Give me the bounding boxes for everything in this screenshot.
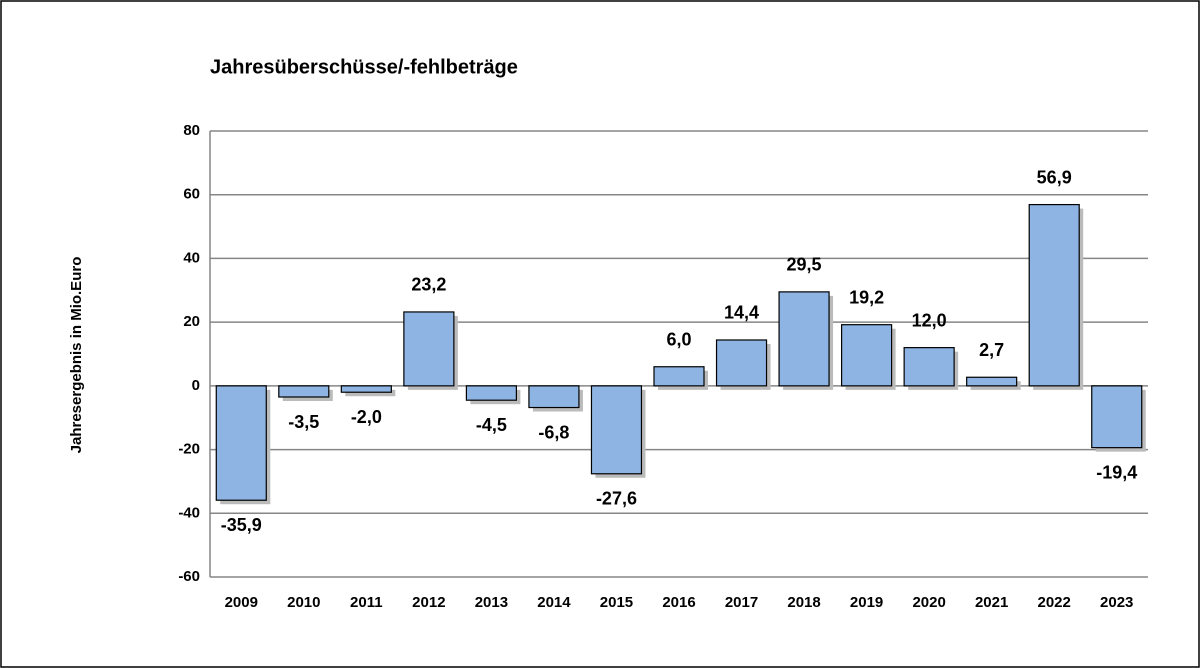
y-tick-label: 60 <box>183 186 200 203</box>
chart-title: Jahresüberschüsse/-fehlbeträge <box>210 56 518 78</box>
y-tick-label: -40 <box>178 504 200 521</box>
bar <box>966 376 1018 387</box>
y-tick-label: -60 <box>178 568 200 585</box>
bar <box>1028 203 1080 387</box>
data-label: 14,4 <box>724 303 759 323</box>
x-tick-label: 2018 <box>787 594 820 611</box>
bar <box>715 339 768 387</box>
x-tick-label: 2010 <box>287 594 320 611</box>
x-tick-label: 2022 <box>1038 594 1071 611</box>
bar <box>590 385 643 475</box>
x-tick-label: 2021 <box>975 594 1008 611</box>
bar <box>903 347 955 387</box>
bar-shadow <box>345 389 396 397</box>
y-axis-title: Jahresergebnis in Mio.Euro <box>68 257 85 454</box>
data-label: 23,2 <box>411 275 446 295</box>
y-tick-label: 40 <box>183 249 200 266</box>
y-tick-label: -20 <box>178 441 200 458</box>
bar <box>340 385 392 393</box>
bar <box>840 324 893 387</box>
data-label: -27,6 <box>596 489 637 509</box>
data-label: -4,5 <box>476 415 507 435</box>
x-tick-label: 2016 <box>662 594 695 611</box>
bar <box>278 385 330 398</box>
x-tick-label: 2012 <box>412 594 445 611</box>
bar <box>1091 385 1143 449</box>
bar <box>215 385 267 501</box>
data-label: 6,0 <box>666 329 691 349</box>
data-label: -3,5 <box>288 412 319 432</box>
x-tick-label: 2009 <box>225 594 258 611</box>
data-label: 56,9 <box>1037 167 1072 187</box>
bar <box>465 385 517 401</box>
bar <box>528 385 580 409</box>
y-tick-label: 0 <box>192 377 200 394</box>
bar <box>778 291 830 387</box>
data-label: -2,0 <box>351 407 382 427</box>
y-tick-label: 80 <box>183 122 200 139</box>
data-label: 19,2 <box>849 287 884 307</box>
bar <box>653 366 705 387</box>
x-tick-label: 2014 <box>537 594 571 611</box>
data-label: 29,5 <box>787 255 822 275</box>
x-tick-label: 2023 <box>1100 594 1133 611</box>
data-label: 2,7 <box>979 340 1004 360</box>
bar <box>403 311 455 387</box>
x-tick-label: 2017 <box>725 594 758 611</box>
data-label: -6,8 <box>538 422 569 442</box>
x-tick-label: 2019 <box>850 594 883 611</box>
data-label: -35,9 <box>221 515 262 535</box>
x-tick-label: 2011 <box>350 594 383 611</box>
x-tick-label: 2013 <box>475 594 508 611</box>
y-tick-label: 20 <box>183 313 200 330</box>
x-tick-label: 2020 <box>912 594 945 611</box>
data-label: -19,4 <box>1096 462 1137 482</box>
x-tick-label: 2015 <box>600 594 633 611</box>
data-label: 12,0 <box>912 310 947 330</box>
